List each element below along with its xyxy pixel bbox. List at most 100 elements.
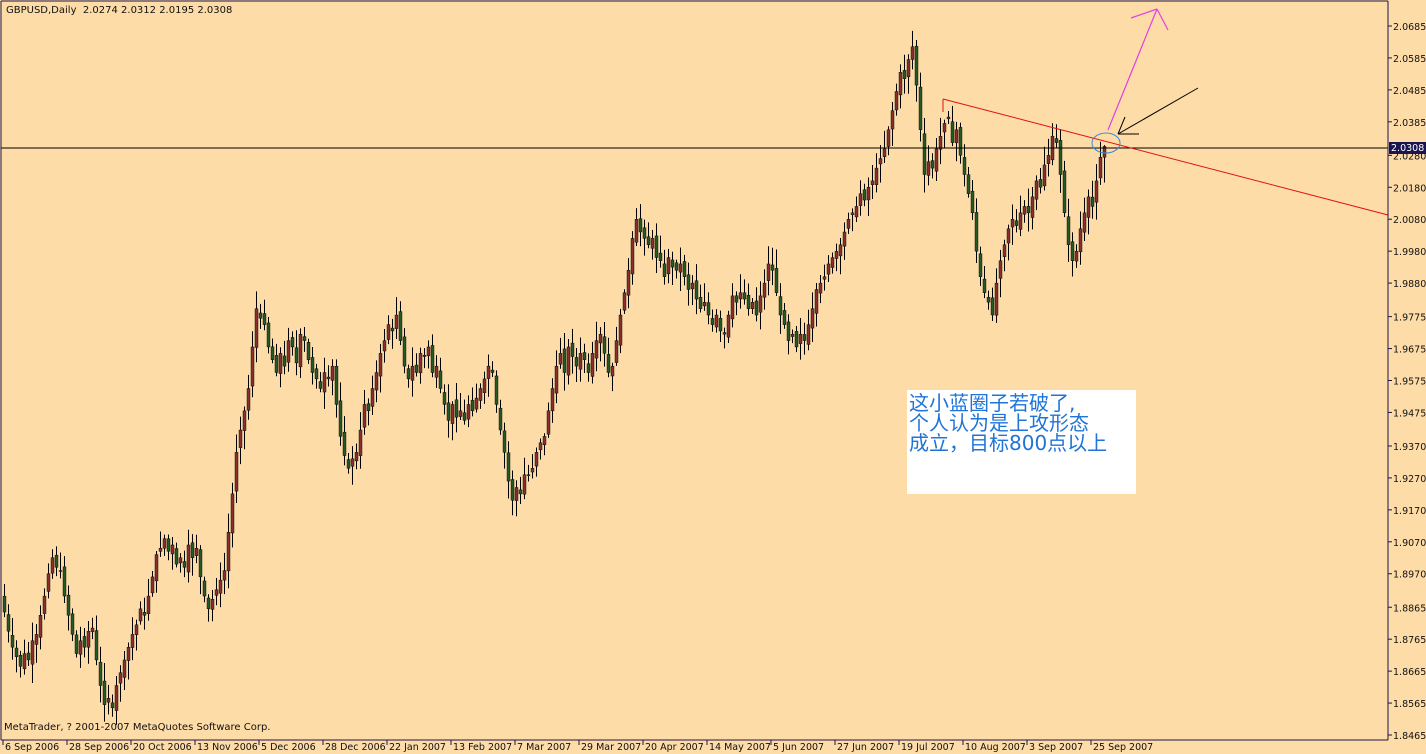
candle-body [570, 342, 575, 357]
candle-body [66, 594, 71, 616]
candle-body [614, 340, 619, 363]
candle-body [358, 429, 363, 456]
candle-body [150, 576, 155, 594]
annotation-note[interactable]: 这小蓝圈子若破了, 个人认为是上攻形态 成立，目标800点以上 [907, 390, 1136, 494]
candle-body [502, 430, 507, 453]
candle-body [670, 259, 675, 268]
candle-body [478, 388, 483, 401]
candle-body [70, 613, 75, 635]
candle-body [362, 404, 367, 428]
target-arrow-icon[interactable] [1107, 8, 1169, 131]
candle-body [118, 672, 123, 684]
candle-body [1046, 155, 1051, 164]
y-tick-label: 2.0080 [1393, 215, 1426, 226]
candle-body [62, 566, 67, 597]
candle-body [838, 244, 843, 257]
note-line-2: 个人认为是上攻形态 [909, 411, 1089, 435]
y-tick-label: 1.9675 [1393, 345, 1426, 356]
candle-body [202, 580, 207, 597]
candle-body [978, 253, 983, 277]
candle-body [334, 366, 339, 405]
candle-body [34, 634, 39, 645]
candle-body [610, 365, 615, 377]
candle-body [914, 45, 919, 86]
candle-body [786, 321, 791, 341]
candle-body [226, 532, 231, 572]
x-axis-ticks: 6 Sep 2006 28 Sep 2006 20 Oct 2006 13 Nov 2… [2, 740, 1153, 753]
candle-body [410, 365, 415, 381]
candle-body [414, 364, 419, 373]
candle-body [826, 263, 831, 275]
candle-body [1054, 138, 1059, 143]
candle-body [1042, 164, 1047, 187]
candle-body [370, 388, 375, 407]
candle-body [938, 135, 943, 150]
candle-body [1010, 219, 1015, 228]
candle-body [566, 346, 571, 376]
candle-body [54, 554, 59, 568]
candle-body [430, 345, 435, 373]
candle-body [1074, 250, 1079, 262]
candle-body [1098, 157, 1103, 179]
candle-body [990, 297, 995, 316]
candle-body [434, 365, 439, 378]
candle-body [394, 314, 399, 329]
candle-body [210, 599, 215, 610]
candle-body [170, 544, 175, 555]
candle-body [2, 595, 7, 613]
candle-body [706, 302, 711, 316]
candle-body [146, 595, 151, 614]
y-tick-label: 1.8765 [1393, 635, 1426, 646]
candle-body [906, 59, 911, 78]
x-tick-label: 20 Apr 2007 [645, 742, 704, 753]
x-tick-label: 5 Jun 2007 [773, 742, 824, 753]
candle-body [878, 158, 883, 165]
candle-body [22, 653, 27, 670]
x-tick-label: 13 Feb 2007 [453, 742, 512, 753]
y-tick-label: 1.9880 [1393, 279, 1426, 290]
candle-body [418, 353, 423, 374]
resistance-trendline[interactable] [942, 98, 1389, 216]
candle-body [426, 346, 431, 357]
candle-body [242, 410, 247, 431]
candle-body [442, 392, 447, 405]
candle-body [298, 333, 303, 368]
candle-body [166, 538, 171, 552]
candle-body [470, 399, 475, 412]
candle-body [486, 365, 491, 379]
x-tick-label: 20 Oct 2006 [133, 742, 192, 753]
candle-body [902, 70, 907, 79]
candle-body [746, 294, 751, 309]
breakout-circle[interactable] [1091, 132, 1121, 154]
candle-body [234, 452, 239, 492]
pointer-arrow-icon[interactable] [1117, 87, 1199, 135]
candle-body [378, 353, 383, 377]
candle-body [26, 652, 31, 661]
candle-body [866, 187, 871, 201]
candle-body [802, 334, 807, 341]
candle-body [398, 311, 403, 341]
candle-body [522, 474, 527, 495]
candle-body [1018, 212, 1023, 230]
candle-body [642, 227, 647, 239]
candle-body [970, 190, 975, 214]
candle-body [38, 615, 43, 638]
candle-body [490, 369, 495, 373]
candle-body [354, 452, 359, 462]
candle-body [506, 452, 511, 482]
candle-body [778, 296, 783, 316]
candle-body [110, 702, 115, 709]
candle-body [438, 370, 443, 389]
candle-body [646, 236, 651, 245]
candle-body [714, 314, 719, 328]
candle-body [702, 302, 707, 307]
candle-body [842, 231, 847, 247]
candle-body [766, 263, 771, 281]
candle-body [330, 365, 335, 381]
y-tick-label: 1.9980 [1393, 247, 1426, 258]
candle-body [190, 542, 195, 558]
candle-body [562, 348, 567, 373]
candle-body [194, 547, 199, 556]
candle-body [526, 474, 531, 476]
candle-body [590, 353, 595, 377]
